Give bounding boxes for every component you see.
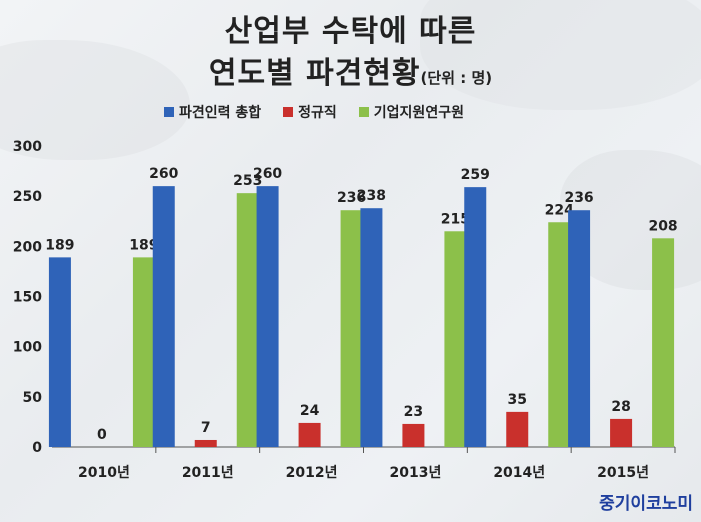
bar [132,257,155,447]
chart-legend: 파견인력 총합 정규직 기업지원연구원 [164,102,464,122]
data-label: 260 [253,166,282,182]
bar [464,187,487,448]
legend-label: 기업지원연구원 [373,105,464,121]
data-label: 189 [129,237,158,253]
x-tick-label: 2014년 [493,465,545,481]
bar [152,186,175,447]
data-label: 23 [404,404,423,420]
y-tick-label: 300 [13,139,42,155]
x-tick-label: 2011년 [182,465,234,481]
y-tick-label: 200 [13,239,42,255]
chart-title-line-1: 산업부 수탁에 따른 [224,14,477,49]
x-tick-label: 2015년 [597,465,649,481]
bar [48,257,71,447]
data-label: 28 [611,399,630,415]
data-label: 7 [201,420,211,436]
data-label: 238 [357,188,386,204]
bar [444,231,467,447]
chart-unit: (단위 : 명) [420,69,493,87]
brand-logo: 중기이코노미 [599,494,693,514]
data-label: 236 [337,190,366,206]
legend-swatch [283,107,294,117]
bar [360,208,383,447]
bar [236,193,259,447]
data-label: 208 [648,218,677,234]
x-tick-label: 2012년 [286,465,338,481]
y-tick-label: 50 [23,390,43,406]
legend-item-series-2: 정규직 [283,102,337,122]
bar [256,186,279,447]
bar [506,411,529,447]
data-label: 215 [441,211,470,227]
data-label: 236 [564,190,593,206]
data-label: 189 [45,237,74,253]
data-label: 35 [508,392,527,408]
bar [402,423,425,447]
y-tick-label: 250 [13,189,42,205]
data-label: 260 [149,166,178,182]
bar [610,418,633,447]
bar [652,238,675,447]
legend-item-series-1: 파견인력 총합 [164,102,261,122]
bar [340,210,363,447]
data-label: 0 [97,427,107,443]
data-label: 253 [233,173,262,189]
legend-label: 정규직 [298,105,337,121]
y-tick-label: 0 [32,440,42,456]
bar [548,222,571,447]
data-label: 224 [545,202,574,218]
x-tick-label: 2013년 [389,465,441,481]
x-tick-label: 2010년 [78,465,130,481]
legend-swatch [164,107,174,117]
data-label: 259 [461,167,490,183]
bar [568,210,591,447]
bar [194,439,217,447]
background-decoration [420,0,701,110]
y-tick-label: 100 [13,340,42,356]
y-tick-label: 150 [13,290,42,306]
data-label: 24 [300,403,320,419]
chart-title-line-2: 연도별 파견현황(단위 : 명) [208,56,493,91]
legend-label: 파견인력 총합 [179,105,262,121]
legend-swatch [358,107,369,117]
bar [298,422,321,447]
legend-item-series-3: 기업지원연구원 [358,102,464,122]
